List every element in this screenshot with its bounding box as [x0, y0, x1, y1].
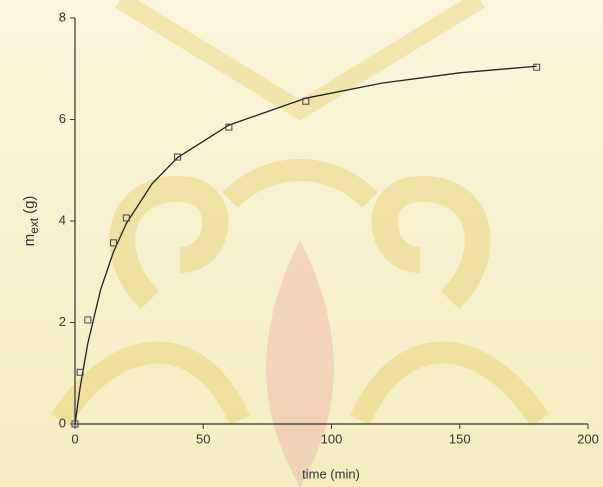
x-tick-label: 50 [196, 431, 210, 446]
y-tick-label: 2 [59, 314, 66, 329]
x-tick-label: 100 [321, 431, 343, 446]
chart: time (min) mext (g) 0 50 100 150 200 0 2 4 6 8 [0, 0, 603, 487]
y-tick-label: 6 [59, 111, 66, 126]
y-tick-label: 8 [59, 9, 66, 24]
x-tick-label: 200 [577, 431, 599, 446]
x-tick-label: 150 [449, 431, 471, 446]
y-tick-label: 0 [59, 415, 66, 430]
x-tick-label: 0 [71, 431, 78, 446]
y-tick-label: 4 [59, 212, 66, 227]
y-label-unit: (g) [21, 196, 38, 214]
x-axis-label: time (min) [302, 466, 360, 481]
y-label-sub: ext [27, 217, 41, 234]
y-label-main: m [21, 234, 38, 247]
